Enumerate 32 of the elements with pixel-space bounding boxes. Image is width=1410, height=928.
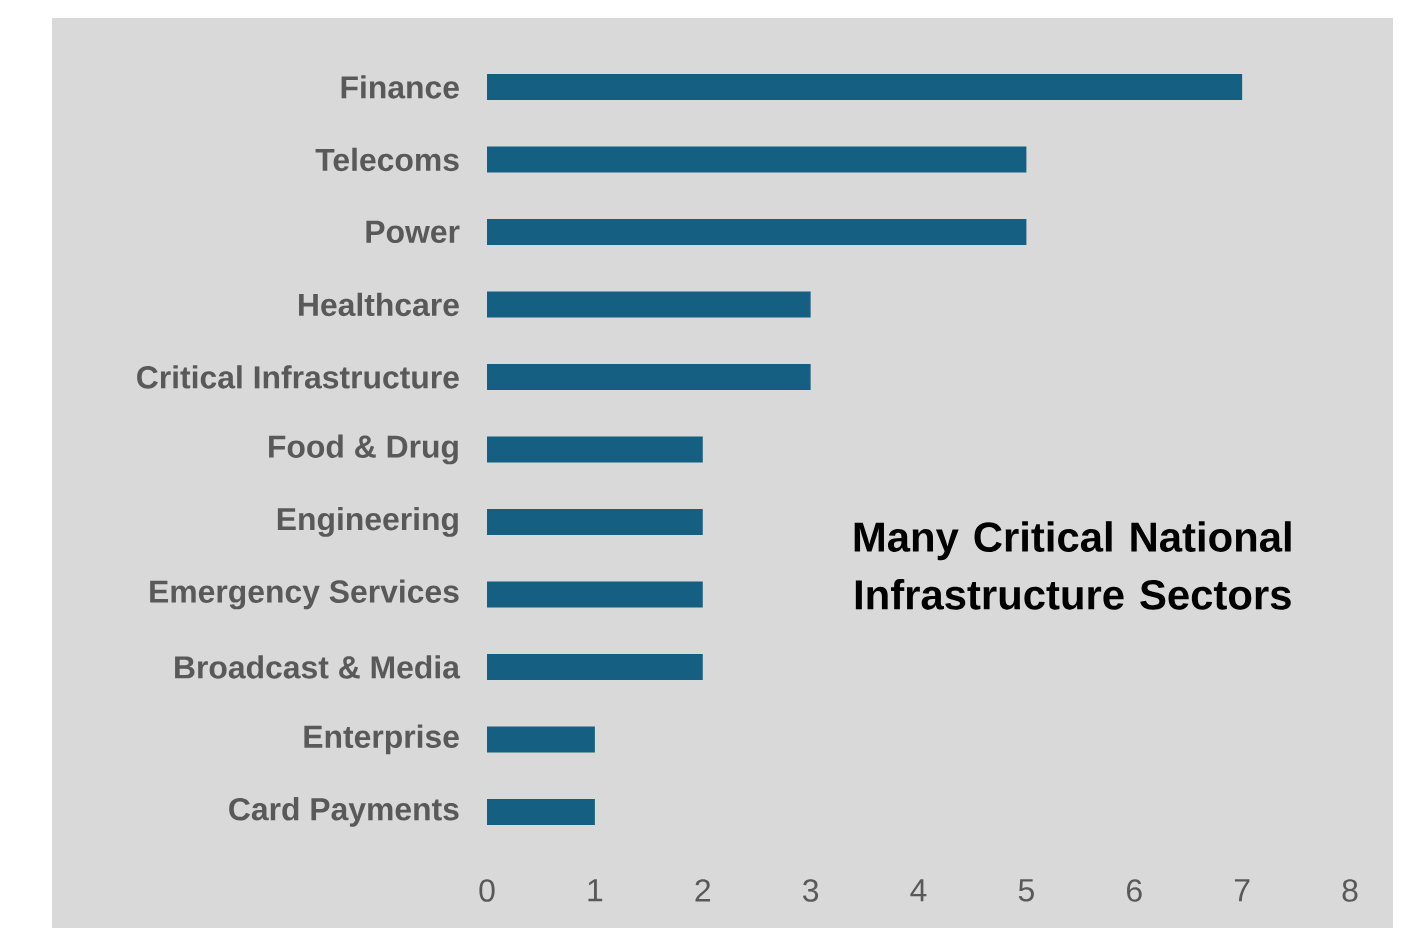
bar bbox=[487, 798, 595, 825]
bar bbox=[487, 726, 595, 753]
y-tick-label: Finance bbox=[341, 75, 459, 99]
bar bbox=[487, 73, 1243, 100]
y-tick-label: Card Payments bbox=[229, 797, 459, 827]
x-tick-label: 5 bbox=[1018, 879, 1034, 902]
x-tick-label: 7 bbox=[1234, 879, 1250, 902]
x-tick-label: 0 bbox=[479, 879, 495, 902]
x-tick-label: 8 bbox=[1342, 879, 1358, 902]
y-tick-label: Healthcare bbox=[299, 292, 459, 317]
bar bbox=[487, 581, 703, 608]
bar bbox=[487, 508, 703, 535]
y-tick-label: Enterprise bbox=[304, 724, 459, 755]
bar bbox=[487, 291, 811, 318]
x-tick-label: 6 bbox=[1127, 879, 1142, 902]
x-tick-label: 4 bbox=[910, 879, 927, 902]
x-tick-label: 2 bbox=[695, 879, 711, 902]
text: Many Critical National Infrastructure Sectors bbox=[854, 521, 1291, 610]
y-tick-label: Telecoms bbox=[315, 147, 459, 172]
bar bbox=[487, 363, 811, 390]
y-tick-label: Emergency Services bbox=[150, 579, 459, 610]
x-tick-label: 1 bbox=[588, 879, 603, 902]
bar bbox=[487, 146, 1027, 173]
bar bbox=[487, 218, 1027, 245]
x-tick-label: 3 bbox=[802, 879, 819, 902]
bar bbox=[487, 653, 703, 680]
y-tick-label: Food & Drug bbox=[269, 434, 458, 465]
y-tick-label: Power bbox=[366, 220, 460, 244]
y-tick-label: Broadcast & Media bbox=[175, 655, 461, 679]
y-tick-label: Engineering bbox=[277, 507, 458, 537]
bar bbox=[487, 436, 703, 463]
y-tick-label: Critical Infrastructure bbox=[137, 365, 459, 389]
